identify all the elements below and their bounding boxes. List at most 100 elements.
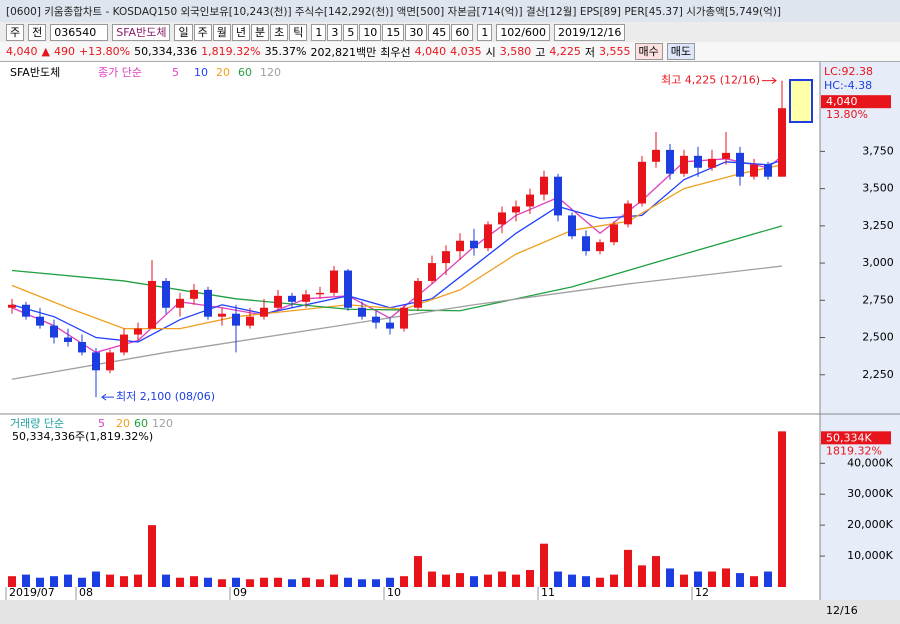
volume-bar xyxy=(204,577,212,587)
volume-bar xyxy=(36,577,44,587)
volume-bar xyxy=(456,573,464,587)
candle-body xyxy=(316,292,324,295)
candle-body xyxy=(652,149,660,162)
period-button[interactable]: 주 xyxy=(193,23,212,41)
price: 4,040 xyxy=(6,45,38,58)
candle-body xyxy=(344,270,352,308)
volume-bar xyxy=(218,579,226,587)
label: 저 xyxy=(584,45,595,59)
count[interactable]: 102/600 xyxy=(496,23,551,41)
volume-bar xyxy=(400,576,408,587)
sell-button[interactable]: 매도 xyxy=(666,43,695,60)
volume-bar xyxy=(540,543,548,587)
volume-bar xyxy=(666,568,674,587)
candle-body xyxy=(246,316,254,326)
candle-body xyxy=(106,352,114,371)
volume-bar xyxy=(120,576,128,587)
button[interactable]: 전 xyxy=(28,23,47,41)
volume-bar xyxy=(498,571,506,587)
date-input[interactable]: 2019/12/16 xyxy=(554,23,626,41)
legend-label: 5 xyxy=(98,417,105,430)
candle-body xyxy=(778,108,786,177)
x-tick-label: 09 xyxy=(233,586,247,599)
period-button[interactable]: 일 xyxy=(174,23,193,41)
volume-bar xyxy=(428,571,436,587)
button[interactable]: 주 xyxy=(6,23,25,41)
interval-button[interactable]: 1 xyxy=(311,23,327,41)
candle-body xyxy=(484,224,492,249)
period-button[interactable]: 월 xyxy=(212,23,231,41)
high-annotation: 최고 4,225 (12/16) xyxy=(661,74,760,87)
candle-body xyxy=(512,206,520,213)
rate-tag-label: 13.80% xyxy=(826,108,868,121)
lc-label: LC:92.38 xyxy=(824,65,873,78)
highlight-box xyxy=(789,79,813,123)
interval-button[interactable]: 15 xyxy=(382,23,405,41)
buy-button[interactable]: 매수 xyxy=(634,43,663,60)
y-tick-label: 40,000K xyxy=(847,456,893,469)
candle-body xyxy=(176,298,184,308)
low: 3,555 xyxy=(599,45,631,58)
candle-body xyxy=(428,263,436,281)
amount: 202,821백만 xyxy=(310,45,377,59)
code-input[interactable]: 036540 xyxy=(50,23,109,41)
window-title: [0600] 키움종합차트 - KOSDAQ150 외국인보유[10,243(천… xyxy=(6,5,781,18)
candle-body xyxy=(372,316,380,323)
volume-bar xyxy=(358,579,366,587)
stock-label: SFA반도체 xyxy=(10,66,60,79)
interval-button[interactable]: 45 xyxy=(428,23,451,41)
interval-button[interactable]: 5 xyxy=(343,23,359,41)
candle-body xyxy=(274,295,282,308)
period-button[interactable]: 분 xyxy=(250,23,270,41)
interval-button[interactable]: 3 xyxy=(327,23,343,41)
candle-body xyxy=(708,158,716,168)
interval-group: 1 3 5 10 15 30 45 60 xyxy=(311,23,474,41)
scrollbar[interactable] xyxy=(0,600,900,624)
stock-name[interactable]: SFA반도체 xyxy=(112,23,171,41)
candle-body xyxy=(554,176,562,216)
x-tick-label: 2019/07 xyxy=(9,586,55,599)
volume-bar xyxy=(624,549,632,587)
y-tick-label: 2,500 xyxy=(862,331,894,344)
y-tick-label: 10,000K xyxy=(847,549,893,562)
candle-body xyxy=(232,313,240,326)
interval-button[interactable]: 60 xyxy=(451,23,474,41)
interval-button[interactable]: 30 xyxy=(405,23,428,41)
interval-button[interactable]: 10 xyxy=(359,23,382,41)
candle-body xyxy=(624,203,632,225)
candle-body xyxy=(50,325,58,338)
x-tick-label: 11 xyxy=(541,586,555,599)
volume-bar xyxy=(526,569,534,587)
candle-body xyxy=(540,176,548,195)
open: 3,580 xyxy=(499,45,532,58)
volume-bar xyxy=(344,577,352,587)
period-button[interactable]: 틱 xyxy=(289,23,308,41)
x-tick-label: 12 xyxy=(695,586,709,599)
volume-bar xyxy=(330,574,338,587)
title-bar: [0600] 키움종합차트 - KOSDAQ150 외국인보유[10,243(천… xyxy=(0,0,900,22)
candle-body xyxy=(148,280,156,329)
volume-bar xyxy=(246,579,254,587)
candle-body xyxy=(456,240,464,252)
volume-bar xyxy=(582,576,590,587)
plot-bg xyxy=(0,62,820,600)
period-button[interactable]: 초 xyxy=(270,23,289,41)
price-tag-label: 4,040 xyxy=(826,95,858,108)
candle-body xyxy=(680,155,688,174)
count-unit[interactable]: 1 xyxy=(477,23,493,41)
period-button[interactable]: 년 xyxy=(231,23,250,41)
volume-rate: 1,819.32% xyxy=(201,45,261,58)
legend-label: 60 xyxy=(238,66,252,79)
volume-bar xyxy=(288,579,296,587)
y-tick-label: 3,750 xyxy=(862,144,894,157)
volume-bar xyxy=(148,525,156,587)
candle-body xyxy=(8,304,16,308)
volume-bar xyxy=(22,574,30,587)
candle-body xyxy=(36,316,44,326)
y-tick-label: 3,000 xyxy=(862,256,894,269)
candle-body xyxy=(722,152,730,159)
volume-rate-label: 1819.32% xyxy=(826,444,882,457)
price-tag xyxy=(821,95,891,109)
low-arrow xyxy=(101,393,114,401)
